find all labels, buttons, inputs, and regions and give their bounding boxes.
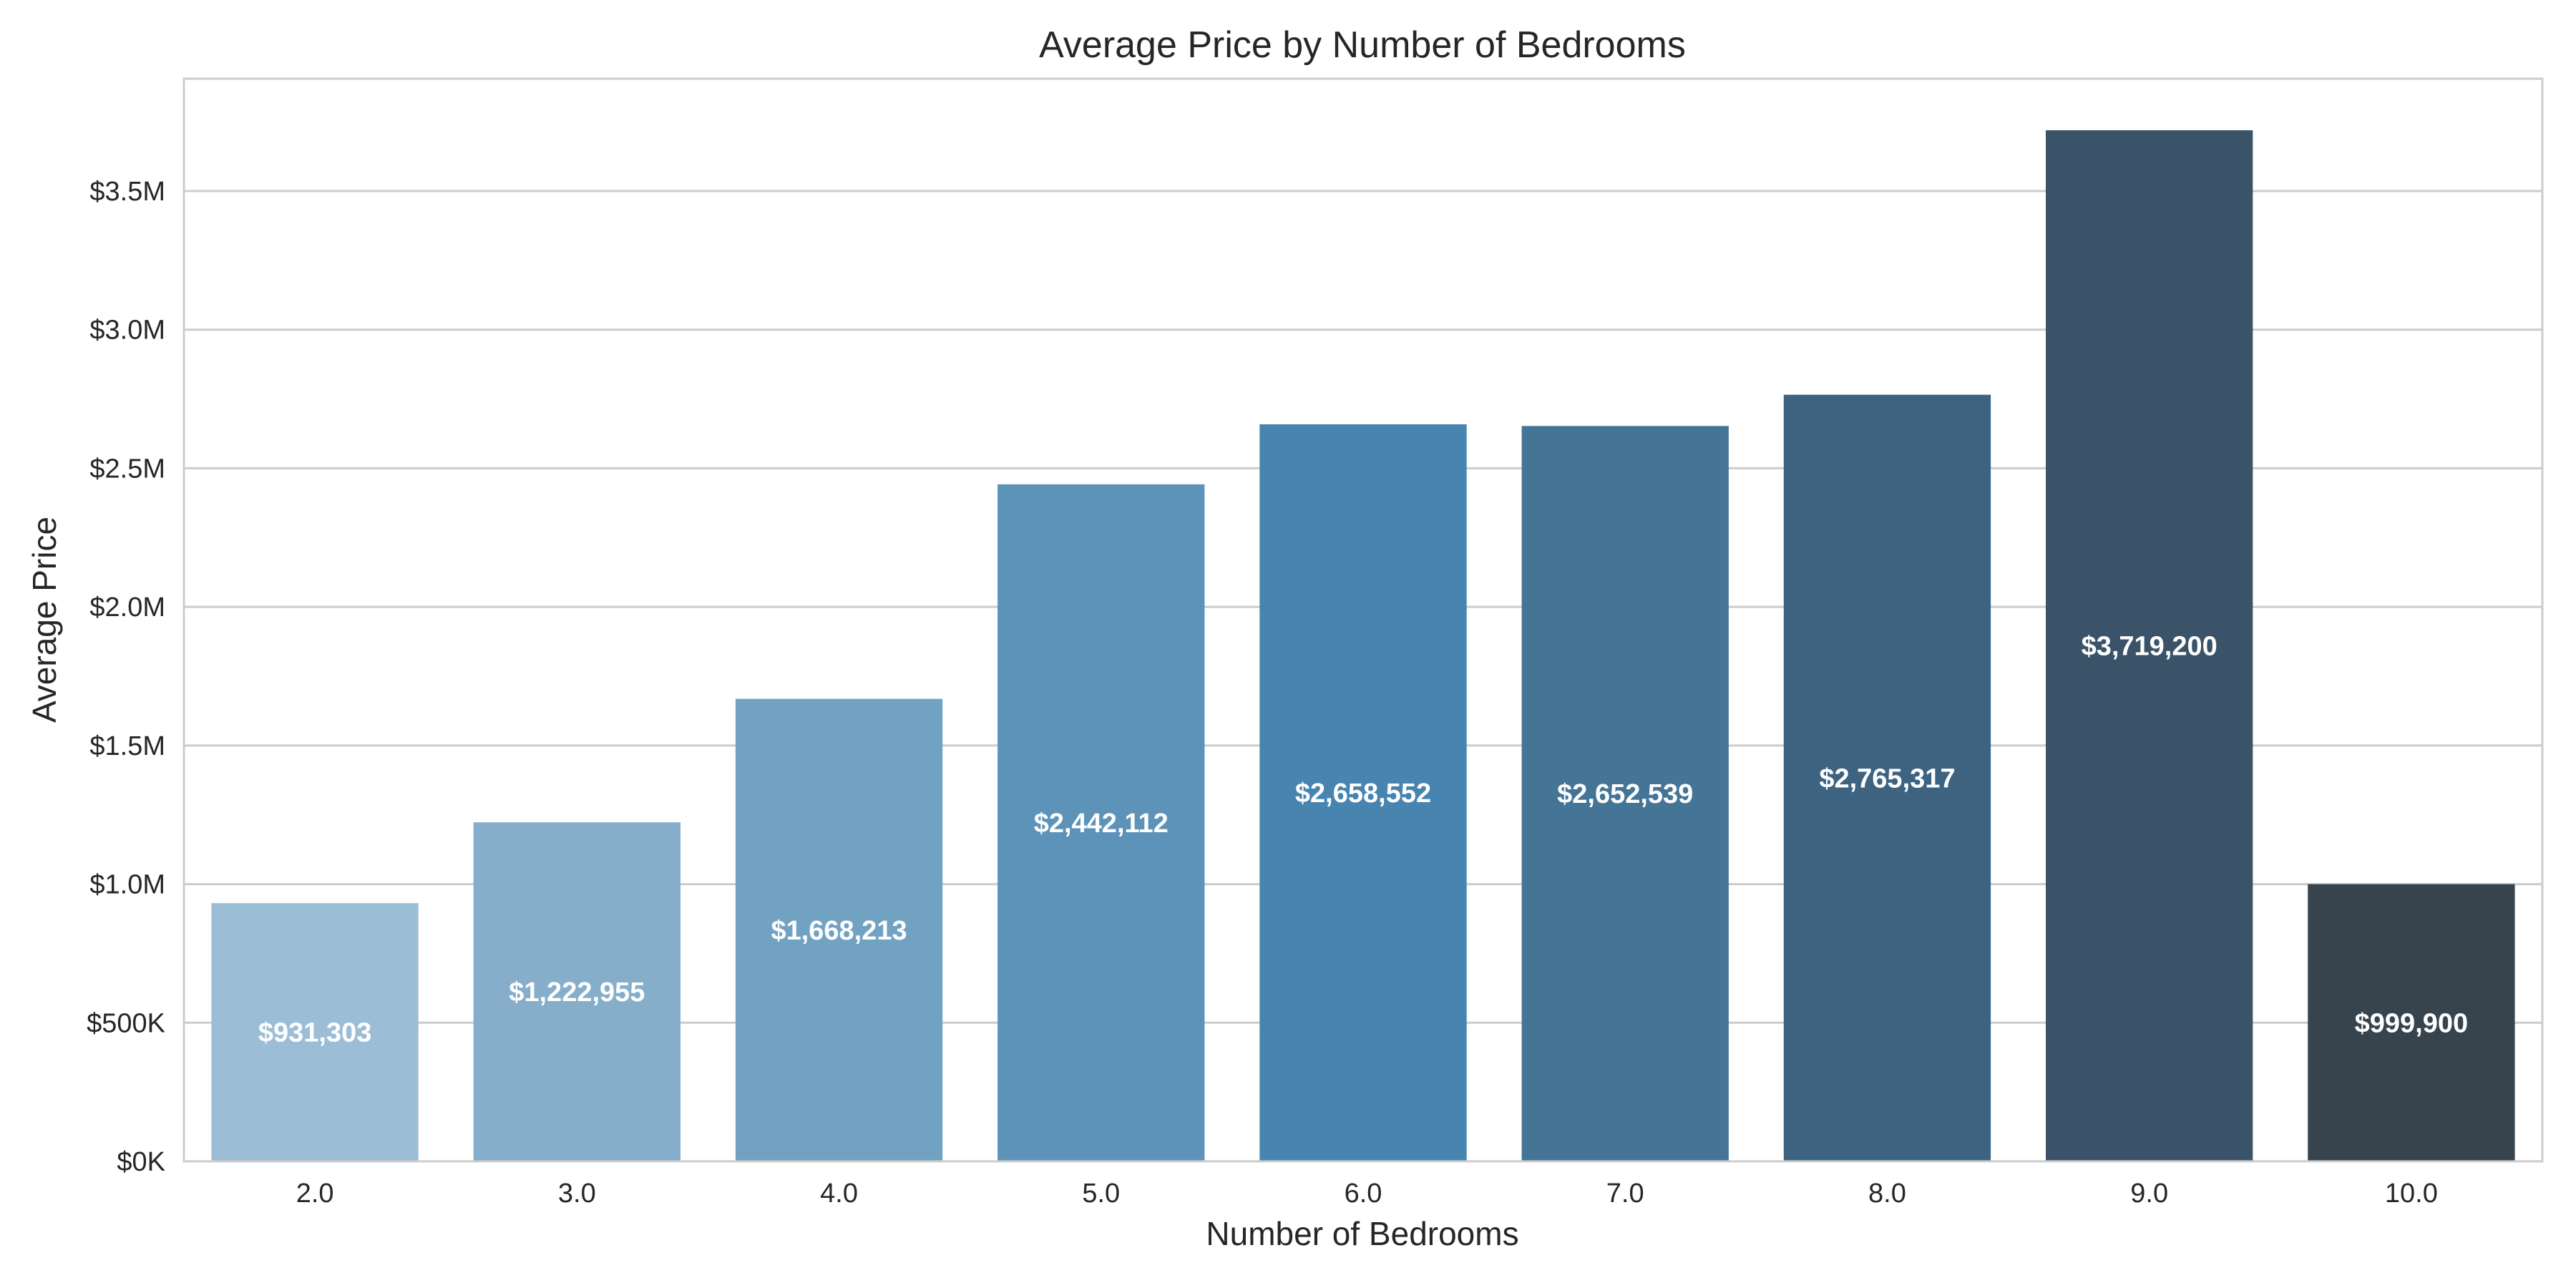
data-label: $2,658,552 — [1295, 779, 1431, 809]
y-tick-label: $3.0M — [89, 316, 165, 346]
x-tick-label: 3.0 — [558, 1179, 596, 1209]
data-label: $3,719,200 — [2082, 632, 2218, 662]
bar-10.0 — [2308, 884, 2515, 1161]
x-tick-label: 7.0 — [1606, 1179, 1644, 1209]
x-tick-label: 9.0 — [2130, 1179, 2168, 1209]
data-label: $999,900 — [2355, 1008, 2469, 1038]
bar-4.0 — [735, 698, 943, 1161]
data-labels: $931,303 $1,222,955 $1,668,213 $2,442,112 $2… — [258, 632, 2468, 1048]
y-tick-label: $500K — [87, 1008, 165, 1038]
x-tick-label: 5.0 — [1082, 1179, 1120, 1209]
data-label: $1,222,955 — [509, 977, 645, 1008]
bars — [211, 130, 2515, 1162]
x-tick-label: 8.0 — [1868, 1179, 1906, 1209]
x-tick-label: 2.0 — [296, 1179, 334, 1209]
bar-6.0 — [1259, 424, 1467, 1161]
x-tick-labels: 2.0 3.0 4.0 5.0 6.0 7.0 8.0 9.0 10.0 — [296, 1179, 2438, 1209]
chart-title: Average Price by Number of Bedrooms — [1039, 24, 1686, 66]
y-tick-labels: $0K $500K $1.0M $1.5M $2.0M $2.5M $3.0M $3.5M — [87, 177, 165, 1177]
x-tick-label: 4.0 — [820, 1179, 858, 1209]
y-tick-label: $3.5M — [89, 177, 165, 207]
data-label: $2,442,112 — [1034, 809, 1169, 839]
y-tick-label: $0K — [117, 1147, 165, 1177]
data-label: $931,303 — [258, 1018, 372, 1048]
y-tick-label: $1.0M — [89, 870, 165, 900]
data-label: $1,668,213 — [771, 916, 907, 946]
data-label: $2,765,317 — [1819, 763, 1955, 794]
data-label: $2,652,539 — [1557, 779, 1693, 809]
y-tick-label: $2.5M — [89, 454, 165, 484]
y-axis-label: Average Price — [26, 517, 63, 723]
bar-7.0 — [1521, 426, 1729, 1162]
bar-5.0 — [997, 484, 1205, 1161]
bar-9.0 — [2046, 130, 2253, 1162]
bar-2.0 — [211, 903, 419, 1161]
x-tick-label: 10.0 — [2385, 1179, 2438, 1209]
y-tick-label: $2.0M — [89, 592, 165, 623]
x-axis-label: Number of Bedrooms — [1206, 1215, 1518, 1252]
bar-8.0 — [1783, 394, 1991, 1161]
bar-3.0 — [473, 822, 680, 1161]
y-tick-label: $1.5M — [89, 731, 165, 761]
x-tick-label: 6.0 — [1345, 1179, 1382, 1209]
plot-frame — [182, 77, 2544, 1163]
